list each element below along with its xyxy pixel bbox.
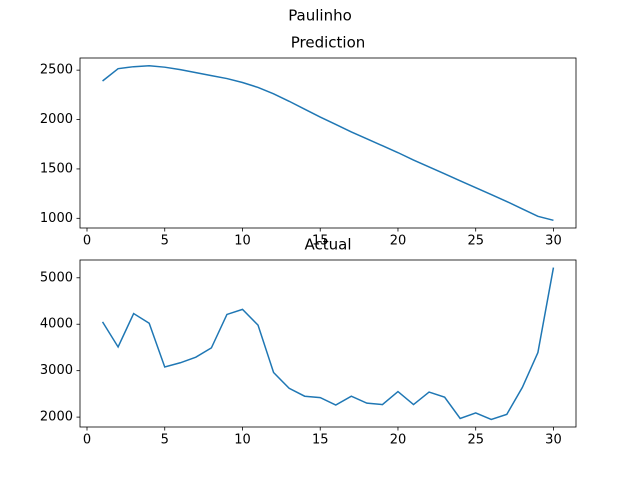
y-tick-label: 5000 [40,270,73,285]
y-tick-label: 4000 [40,317,73,332]
x-tick-label: 20 [390,234,407,249]
line [102,64,554,222]
axes-frame [79,259,577,428]
line [101,267,555,421]
axes-frame [79,57,577,229]
y-tick-label: 2000 [40,410,73,425]
axes-title: Actual [305,236,352,254]
figure-title: Paulinho [288,7,352,25]
y-tick-label: 1500 [40,161,73,176]
y-tick-label: 3000 [40,363,73,378]
x-tick-label: 0 [83,433,91,448]
x-tick-label: 30 [545,433,562,448]
y-tick-label: 2000 [40,112,73,127]
y-tick-label: 2500 [40,63,73,78]
x-tick-label: 25 [467,433,484,448]
x-tick-label: 25 [467,234,484,249]
x-tick-label: 15 [312,234,329,249]
x-tick-label: 30 [545,234,562,249]
y-tick-label: 1000 [40,211,73,226]
x-tick-label: 5 [161,234,169,249]
x-tick-label: 20 [390,433,407,448]
x-tick-label: 10 [234,433,251,448]
x-tick-label: 5 [161,433,169,448]
x-tick-label: 10 [234,234,251,249]
axes-title: Prediction [291,34,366,52]
x-tick-label: 0 [83,234,91,249]
x-tick-label: 15 [312,433,329,448]
